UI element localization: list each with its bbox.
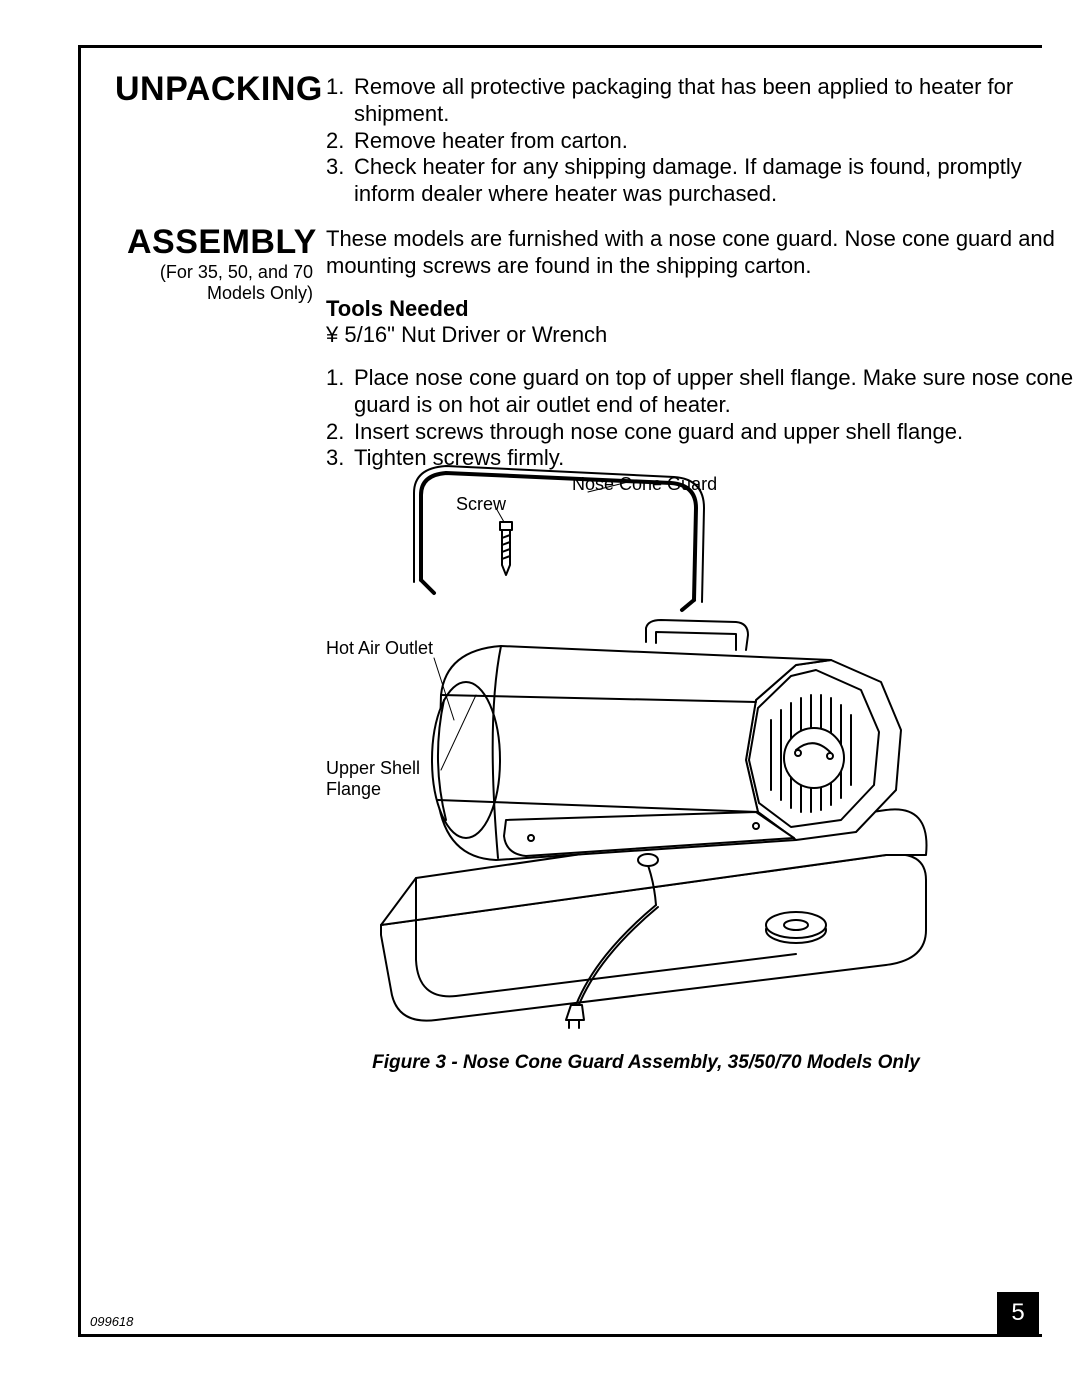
list-text: Remove heater from carton. — [354, 128, 1080, 155]
unpacking-item: 1. Remove all protective packaging that … — [326, 74, 1080, 128]
figure-nose-cone-guard: Screw Nose Cone Guard Hot Air Outlet Upp… — [326, 460, 966, 1040]
list-number: 1. — [326, 74, 354, 128]
callout-screw: Screw — [456, 494, 506, 515]
assembly-step: 1. Place nose cone guard on top of upper… — [326, 365, 1080, 419]
list-text: Insert screws through nose cone guard an… — [354, 419, 1080, 446]
callout-nose-cone-guard: Nose Cone Guard — [572, 474, 717, 495]
list-text: Remove all protective packaging that has… — [354, 74, 1080, 128]
callout-line1: Upper Shell — [326, 758, 420, 778]
tools-list: ¥ 5/16" Nut Driver or Wrench — [326, 322, 607, 348]
callout-line2: Flange — [326, 779, 381, 799]
callout-hot-air-outlet: Hot Air Outlet — [326, 638, 433, 659]
tools-heading: Tools Needed — [326, 296, 469, 322]
page: UNPACKING 1. Remove all protective packa… — [0, 0, 1080, 1397]
list-number: 3. — [326, 154, 354, 208]
list-text: Check heater for any shipping damage. If… — [354, 154, 1080, 208]
heater-diagram-svg — [326, 460, 966, 1040]
list-number: 2. — [326, 128, 354, 155]
callout-upper-shell-flange: Upper Shell Flange — [326, 758, 420, 799]
heading-assembly-sub: (For 35, 50, and 70 Models Only) — [155, 262, 313, 304]
heading-assembly: ASSEMBLY — [127, 223, 317, 262]
heading-unpacking: UNPACKING — [115, 70, 323, 109]
unpacking-item: 2. Remove heater from carton. — [326, 128, 1080, 155]
unpacking-item: 3. Check heater for any shipping damage.… — [326, 154, 1080, 208]
assembly-intro: These models are furnished with a nose c… — [326, 226, 1080, 280]
list-number: 1. — [326, 365, 354, 419]
assembly-step: 2. Insert screws through nose cone guard… — [326, 419, 1080, 446]
figure-caption: Figure 3 - Nose Cone Guard Assembly, 35/… — [326, 1052, 966, 1074]
list-number: 2. — [326, 419, 354, 446]
assembly-steps: 1. Place nose cone guard on top of upper… — [326, 365, 1080, 472]
list-text: Place nose cone guard on top of upper sh… — [354, 365, 1080, 419]
unpacking-body: 1. Remove all protective packaging that … — [326, 74, 1080, 208]
